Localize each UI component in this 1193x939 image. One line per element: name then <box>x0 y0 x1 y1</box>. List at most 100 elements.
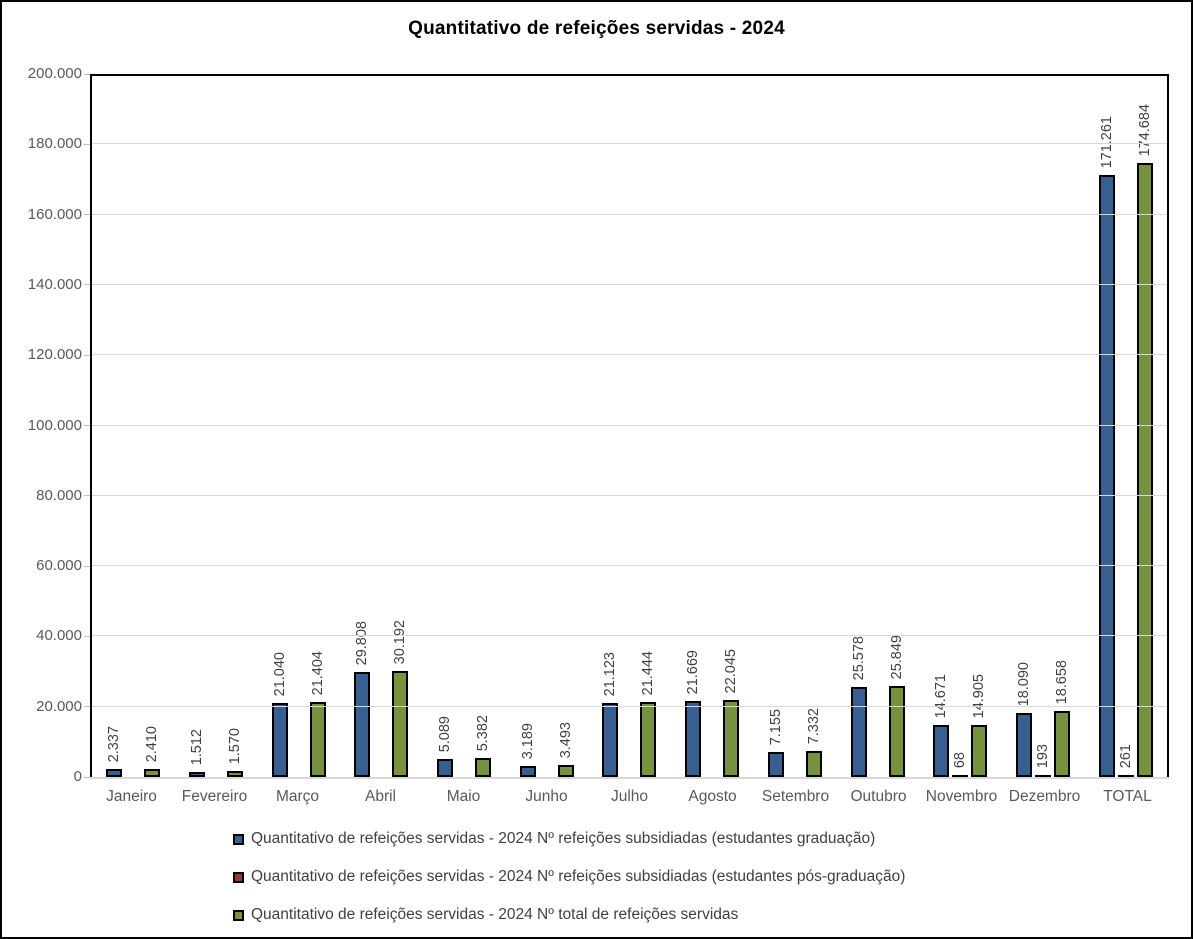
bar-slot: 29.808 <box>354 76 371 777</box>
x-tick-label: Abril <box>364 788 396 805</box>
bar-slot <box>787 76 803 777</box>
bar-slot <box>456 76 472 777</box>
bar <box>805 751 822 777</box>
bar-slot: 193 <box>1034 76 1051 777</box>
y-axis-tick <box>84 284 90 286</box>
bar-group: 171.261 261 174.684 <box>1084 76 1167 777</box>
chart-title: Quantitativo de refeições servidas - 202… <box>408 18 785 39</box>
bar-label: 21.444 <box>640 650 657 695</box>
bar-label: 1.512 <box>189 728 206 765</box>
bar <box>1136 163 1153 777</box>
y-axis-tick <box>84 776 90 778</box>
bar-slot: 5.382 <box>475 76 492 777</box>
y-tick-label: 120.000 <box>27 346 82 364</box>
legend-label: Quantitativo de refeições servidas - 202… <box>251 868 906 885</box>
bar <box>685 701 702 777</box>
bar-slot: 2.337 <box>106 76 123 777</box>
bar-label: 1.570 <box>227 727 244 764</box>
bar-slot <box>373 76 389 777</box>
bar <box>475 758 492 777</box>
bar-slot: 21.040 <box>271 76 288 777</box>
bar <box>723 700 740 777</box>
y-tick-label: 20.000 <box>36 697 82 715</box>
bar <box>227 771 244 777</box>
bar <box>437 759 454 777</box>
bar-slot <box>208 76 224 777</box>
bar-label: 29.808 <box>354 620 371 665</box>
bar <box>1117 775 1134 777</box>
bar <box>271 703 288 777</box>
x-tick-label: Outubro <box>850 788 907 805</box>
bar-label: 21.404 <box>309 650 326 695</box>
bar-slot <box>621 76 637 777</box>
bar-label: 193 <box>1034 743 1051 768</box>
y-axis-tick <box>84 354 90 356</box>
x-tick-label: Novembro <box>925 788 998 805</box>
legend-label: Quantitativo de refeições servidas - 202… <box>251 906 739 923</box>
bar <box>640 702 657 777</box>
bar-slot: 18.090 <box>1015 76 1032 777</box>
bar-group: 29.808 30.192 <box>340 76 423 777</box>
bar-slot: 21.444 <box>640 76 657 777</box>
bar-label: 21.669 <box>685 649 702 694</box>
legend-marker-icon <box>233 833 244 845</box>
bar-label: 261 <box>1117 743 1134 768</box>
bar <box>1098 175 1115 777</box>
y-axis-labels: 0 20.000 40.000 60.000 80.000 100.000 120.000 1… <box>2 65 82 785</box>
x-tick-label: TOTAL <box>1103 788 1152 805</box>
y-axis-tick <box>84 425 90 426</box>
x-tick-label: Maio <box>446 788 481 805</box>
bar-slot <box>704 76 720 777</box>
bar-group: 14.671 68 14.905 <box>919 76 1002 777</box>
gridline <box>92 635 1167 637</box>
bar-label: 25.849 <box>888 634 905 679</box>
bar-slot: 14.905 <box>971 76 988 777</box>
y-tick-label: 60.000 <box>36 557 82 575</box>
bar <box>1053 711 1070 777</box>
bar-slot: 22.045 <box>723 76 740 777</box>
bar <box>1034 775 1051 777</box>
y-axis-tick <box>84 214 90 216</box>
bar <box>850 687 867 777</box>
y-tick-label: 40.000 <box>36 627 82 645</box>
bar-label: 3.189 <box>519 722 536 759</box>
x-tick-label: Fevereiro <box>181 788 248 805</box>
y-tick-label: 160.000 <box>27 205 82 223</box>
legend-label: Quantitativo de refeições servidas - 202… <box>251 830 876 847</box>
bar-group: 5.089 5.382 <box>423 76 506 777</box>
bar <box>557 765 574 777</box>
legend: Quantitativo de refeições servidas - 202… <box>233 830 905 924</box>
bar-label: 18.658 <box>1053 659 1070 704</box>
y-axis-tick <box>84 635 90 637</box>
bar-label: 22.045 <box>723 648 740 693</box>
bar-slot: 174.684 <box>1136 76 1153 777</box>
bar <box>309 702 326 777</box>
bar-groups: 2.337 2.410 1.512 1.570 21.040 21.404 29.808 30… <box>92 76 1167 777</box>
y-axis-tick <box>84 706 90 708</box>
bar <box>933 725 950 777</box>
bar-slot <box>291 76 307 777</box>
y-tick-label: 180.000 <box>27 135 82 153</box>
legend-item: Quantitativo de refeições servidas - 202… <box>233 830 905 848</box>
bar-slot: 3.493 <box>557 76 574 777</box>
bar-label: 14.905 <box>971 673 988 718</box>
bar <box>1015 713 1032 777</box>
bar-group: 21.669 22.045 <box>671 76 754 777</box>
x-tick-label: Dezembro <box>1008 788 1081 805</box>
bar-label: 7.332 <box>805 707 822 744</box>
bar-label: 2.410 <box>144 725 161 762</box>
bar-slot: 21.404 <box>309 76 326 777</box>
bar-label: 5.382 <box>475 714 492 751</box>
legend-item: Quantitativo de refeições servidas - 202… <box>233 868 905 886</box>
bar <box>189 772 206 777</box>
y-tick-label: 140.000 <box>27 275 82 293</box>
gridline <box>92 283 1167 285</box>
bar-group: 18.090 193 18.658 <box>1002 76 1085 777</box>
bar-slot: 30.192 <box>392 76 409 777</box>
bar-group: 3.189 3.493 <box>505 76 588 777</box>
bar-slot: 1.512 <box>189 76 206 777</box>
y-tick-label: 0 <box>73 768 82 785</box>
y-tick-label: 80.000 <box>36 486 82 504</box>
bar <box>767 752 784 777</box>
bar <box>354 672 371 777</box>
